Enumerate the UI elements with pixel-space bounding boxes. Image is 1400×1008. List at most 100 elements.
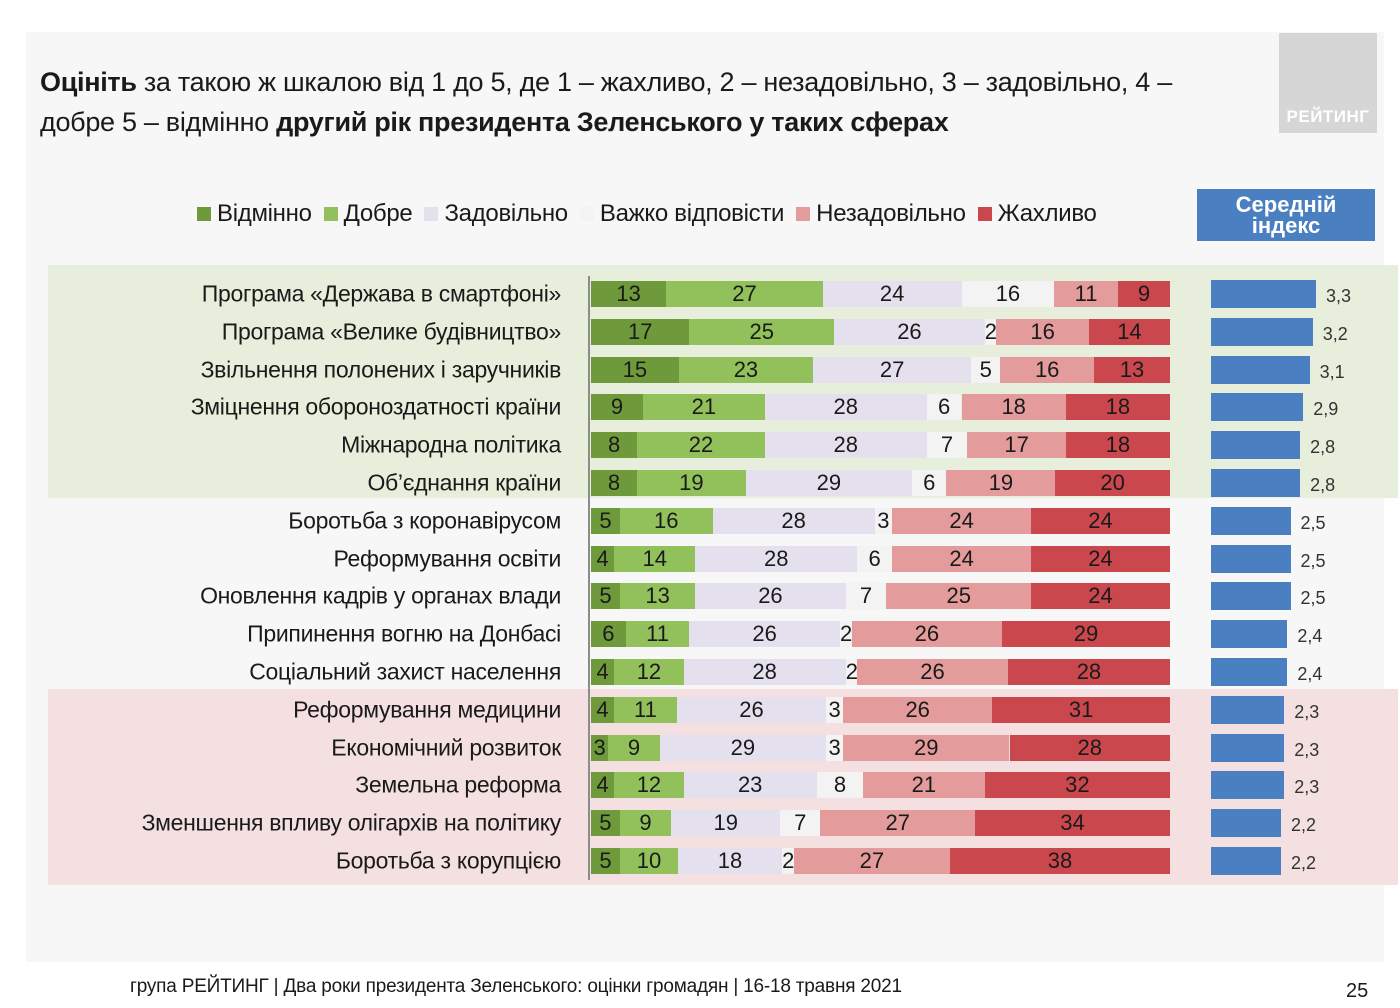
mean-index-value: 2,3	[1294, 739, 1320, 760]
segment-value-label: 7	[940, 432, 954, 458]
segment-value-label: 15	[622, 356, 648, 382]
bar-segment-hard-to-say: 6	[912, 470, 947, 496]
segment-value-label: 5	[979, 356, 992, 382]
legend-item-terrible: Жахливо	[977, 200, 1097, 228]
chart-legend: Відмінно Добре Задовільно Важко відповісти Н…	[197, 198, 1109, 230]
legend-swatch-unsatisfactory	[796, 207, 811, 221]
mean-index-bar	[1211, 431, 1301, 460]
bar-segment-satisfactory: 28	[764, 394, 927, 421]
bar-segment-excellent: 13	[591, 281, 667, 307]
bar-segment-satisfactory: 18	[677, 848, 783, 874]
mean-index-bar	[1211, 733, 1285, 762]
bar-segment-good: 22	[637, 432, 765, 459]
mean-index-bar	[1211, 393, 1304, 422]
segment-value-label: 7	[859, 583, 873, 609]
segment-value-label: 24	[949, 507, 974, 533]
bar-segment-excellent: 17	[591, 318, 690, 345]
legend-label-satisfactory: Задовільно	[444, 200, 568, 227]
mean-index-value: 3,3	[1326, 286, 1352, 306]
bar-segment-terrible: 38	[950, 848, 1170, 874]
mean-index-bar	[1211, 582, 1291, 611]
bar-segment-hard-to-say: 2	[840, 621, 852, 648]
segment-value-label: 32	[1065, 772, 1090, 798]
segment-value-label: 27	[732, 281, 757, 306]
category-label: Міжнародна політика	[341, 431, 561, 458]
mean-index-value: 2,5	[1300, 550, 1326, 571]
bar-segment-satisfactory: 29	[659, 734, 826, 761]
segment-value-label: 17	[1004, 432, 1029, 458]
mean-index-value: 2,4	[1297, 664, 1323, 684]
segment-value-label: 5	[599, 810, 612, 836]
bar-segment-unsatisfactory: 18	[961, 394, 1066, 421]
segment-value-label: 20	[1100, 470, 1125, 495]
mean-index-bar	[1211, 506, 1291, 535]
segment-value-label: 17	[627, 318, 653, 344]
bar-segment-terrible: 13	[1094, 356, 1170, 383]
segment-value-label: 29	[914, 734, 939, 760]
category-label: Реформування медицини	[293, 696, 561, 723]
bar-segment-excellent: 4	[591, 772, 615, 799]
legend-item-good: Добре	[323, 200, 413, 228]
mean-index-bar	[1211, 280, 1316, 308]
legend-swatch-terrible	[977, 207, 992, 221]
bar-segment-terrible: 28	[1007, 659, 1170, 685]
bar-segment-hard-to-say: 2	[782, 848, 794, 874]
mean-index-bar	[1211, 620, 1288, 649]
segment-value-label: 28	[1077, 734, 1102, 760]
segment-value-label: 18	[1001, 394, 1026, 420]
bar-segment-terrible: 34	[975, 810, 1170, 837]
mean-index-value: 2,8	[1310, 437, 1336, 458]
segment-value-label: 26	[758, 583, 783, 609]
category-label: Земельна реформа	[355, 771, 561, 798]
bar-segment-unsatisfactory: 26	[851, 621, 1003, 648]
segment-value-label: 18	[1105, 432, 1131, 458]
segment-value-label: 21	[911, 772, 937, 798]
legend-label-good: Добре	[343, 200, 413, 227]
bar-segment-terrible: 24	[1031, 583, 1170, 610]
segment-value-label: 3	[828, 696, 841, 722]
mean-index-value: 3,1	[1319, 361, 1345, 382]
mean-index-value: 2,8	[1310, 475, 1336, 495]
bar-segment-terrible: 32	[984, 772, 1170, 799]
bar-segment-excellent: 5	[591, 583, 620, 610]
segment-value-label: 28	[781, 507, 806, 533]
bar-segment-hard-to-say: 3	[874, 507, 893, 534]
bar-segment-terrible: 20	[1055, 470, 1170, 496]
segment-value-label: 29	[1073, 621, 1099, 647]
segment-value-label: 29	[816, 470, 842, 495]
segment-value-label: 16	[654, 507, 679, 533]
legend-label-hard-to-say: Важко відповісти	[599, 200, 785, 227]
segment-value-label: 4	[596, 659, 609, 684]
legend-swatch-excellent	[197, 207, 211, 221]
segment-value-label: 6	[938, 394, 951, 420]
bar-segment-good: 12	[614, 772, 684, 799]
segment-value-label: 21	[691, 394, 717, 420]
segment-value-label: 13	[1119, 356, 1145, 382]
bar-segment-unsatisfactory: 24	[892, 507, 1032, 534]
mean-index-bar	[1211, 544, 1291, 573]
bar-segment-hard-to-say: 7	[845, 583, 887, 610]
segment-value-label: 27	[885, 810, 910, 836]
bar-segment-excellent: 8	[591, 470, 637, 496]
bar-segment-unsatisfactory: 25	[886, 583, 1032, 610]
segment-value-label: 24	[1088, 583, 1113, 609]
segment-value-label: 18	[1105, 394, 1131, 420]
bar-segment-terrible: 24	[1031, 545, 1170, 572]
bar-segment-good: 13	[620, 583, 696, 610]
bar-segment-satisfactory: 24	[822, 281, 962, 307]
segment-value-label: 12	[636, 772, 662, 798]
category-axis-line	[588, 276, 590, 880]
segment-value-label: 28	[752, 659, 777, 684]
legend-label-excellent: Відмінно	[217, 200, 312, 227]
segment-value-label: 12	[636, 659, 662, 684]
legend-item-excellent: Відмінно	[197, 200, 312, 228]
page-number: 25	[1346, 980, 1369, 1002]
category-label: Реформування освіти	[333, 545, 561, 572]
segment-value-label: 24	[1088, 507, 1113, 533]
bar-segment-unsatisfactory: 26	[857, 659, 1008, 685]
bar-segment-terrible: 24	[1031, 507, 1170, 534]
segment-value-label: 9	[639, 810, 652, 836]
segment-value-label: 34	[1060, 810, 1085, 836]
mean-index-bar	[1211, 695, 1285, 724]
segment-value-label: 11	[646, 621, 669, 647]
